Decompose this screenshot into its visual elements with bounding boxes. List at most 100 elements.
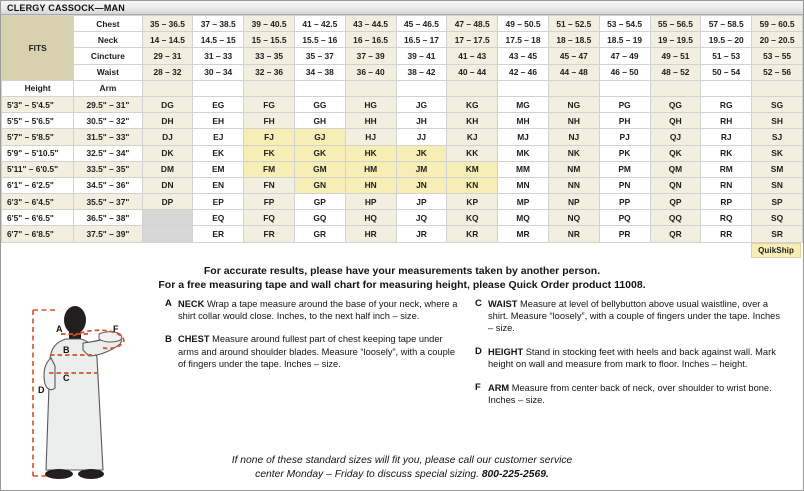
size-code-cell[interactable]: NN [547,176,600,195]
size-code-cell[interactable]: PK [598,144,651,162]
size-code-cell[interactable]: EH [192,112,245,130]
size-code-cell[interactable]: PR [598,225,651,243]
size-code-cell[interactable]: NG [547,95,600,114]
size-code-cell[interactable]: HJ [344,128,397,146]
size-code-cell[interactable]: SJ [751,128,803,146]
size-code-cell[interactable]: NP [547,193,600,211]
size-code-cell[interactable]: SN [751,176,803,195]
size-code-cell[interactable]: QH [649,112,702,130]
size-code-cell[interactable]: RJ [700,128,753,146]
size-code-cell[interactable]: KR [446,225,499,243]
size-code-cell[interactable]: FQ [243,209,295,227]
size-code-cell[interactable]: RP [700,193,753,211]
size-code-cell[interactable]: FG [243,95,295,114]
size-code-cell[interactable]: QG [649,95,702,114]
size-code-cell[interactable]: KM [446,160,499,178]
size-code-cell[interactable]: MP [497,193,549,211]
size-code-cell[interactable]: FN [243,176,295,195]
size-code-cell[interactable]: FK [243,144,295,162]
size-code-cell[interactable]: RN [700,176,753,195]
size-code-cell[interactable]: KQ [446,209,499,227]
size-code-cell[interactable]: QP [649,193,702,211]
size-code-cell[interactable]: QN [649,176,702,195]
size-code-cell[interactable]: GR [293,225,346,243]
size-code-cell[interactable]: EM [192,160,245,178]
size-code-cell[interactable]: HR [344,225,397,243]
size-code-cell[interactable]: JN [395,176,448,195]
size-code-cell[interactable]: NJ [547,128,600,146]
size-code-cell[interactable]: RG [700,95,753,114]
size-code-cell[interactable]: MN [497,176,549,195]
size-code-cell[interactable]: RH [700,112,753,130]
size-code-cell[interactable]: GP [293,193,346,211]
size-code-cell[interactable]: JQ [395,209,448,227]
size-code-cell[interactable]: JR [395,225,448,243]
size-code-cell[interactable]: QR [649,225,702,243]
size-code-cell[interactable]: QJ [649,128,702,146]
size-code-cell[interactable]: JP [395,193,448,211]
size-code-cell[interactable]: FR [243,225,295,243]
size-code-cell[interactable]: GJ [293,128,346,146]
size-code-cell[interactable]: RR [700,225,753,243]
size-code-cell[interactable]: GM [293,160,346,178]
size-code-cell[interactable]: KN [446,176,499,195]
size-code-cell[interactable]: RK [700,144,753,162]
size-code-cell[interactable]: HP [344,193,397,211]
size-code-cell[interactable]: NM [547,160,600,178]
size-code-cell[interactable]: EK [192,144,245,162]
size-code-cell[interactable]: NQ [547,209,600,227]
size-code-cell[interactable]: DJ [141,128,194,146]
size-code-cell[interactable]: GN [293,176,346,195]
size-code-cell[interactable]: HN [344,176,397,195]
size-code-cell[interactable]: PJ [598,128,651,146]
size-code-cell[interactable]: DK [141,144,194,162]
size-code-cell[interactable]: EJ [192,128,245,146]
size-code-cell[interactable]: DM [141,160,194,178]
size-code-cell[interactable]: MK [497,144,549,162]
size-code-cell[interactable]: FH [243,112,295,130]
size-code-cell[interactable]: GK [293,144,346,162]
size-code-cell[interactable]: QM [649,160,702,178]
size-code-cell[interactable]: SH [751,112,803,130]
size-code-cell[interactable]: HH [344,112,397,130]
size-code-cell[interactable]: KJ [446,128,499,146]
size-code-cell[interactable]: MJ [497,128,549,146]
size-code-cell[interactable]: FM [243,160,295,178]
size-code-cell[interactable]: PQ [598,209,651,227]
size-code-cell[interactable]: SG [751,95,803,114]
size-code-cell[interactable]: HM [344,160,397,178]
size-code-cell[interactable]: HQ [344,209,397,227]
size-code-cell[interactable]: FJ [243,128,295,146]
size-code-cell[interactable]: FP [243,193,295,211]
size-code-cell[interactable]: SR [751,225,803,243]
size-code-cell[interactable]: SK [751,144,803,162]
size-code-cell[interactable]: SM [751,160,803,178]
size-code-cell[interactable]: NH [547,112,600,130]
size-code-cell[interactable]: RQ [700,209,753,227]
size-code-cell[interactable]: GQ [293,209,346,227]
size-code-cell[interactable]: QK [649,144,702,162]
size-code-cell[interactable]: KG [446,95,499,114]
size-code-cell[interactable]: SP [751,193,803,211]
size-code-cell[interactable]: DN [141,176,194,195]
size-code-cell[interactable]: PH [598,112,651,130]
size-code-cell[interactable]: NK [547,144,600,162]
size-code-cell[interactable]: DH [141,112,194,130]
size-code-cell[interactable]: NR [547,225,600,243]
size-code-cell[interactable]: PG [598,95,651,114]
size-code-cell[interactable]: MQ [497,209,549,227]
size-code-cell[interactable]: EQ [192,209,245,227]
size-code-cell[interactable]: QQ [649,209,702,227]
size-code-cell[interactable]: GG [293,95,346,114]
size-code-cell[interactable]: SQ [751,209,803,227]
size-code-cell[interactable]: ER [192,225,245,243]
size-code-cell[interactable]: EG [192,95,245,114]
size-code-cell[interactable]: RM [700,160,753,178]
size-code-cell[interactable]: GH [293,112,346,130]
size-code-cell[interactable]: PP [598,193,651,211]
size-code-cell[interactable]: PN [598,176,651,195]
size-code-cell[interactable]: JH [395,112,448,130]
size-code-cell[interactable]: JG [395,95,448,114]
size-code-cell[interactable]: PM [598,160,651,178]
size-code-cell[interactable]: MR [497,225,549,243]
